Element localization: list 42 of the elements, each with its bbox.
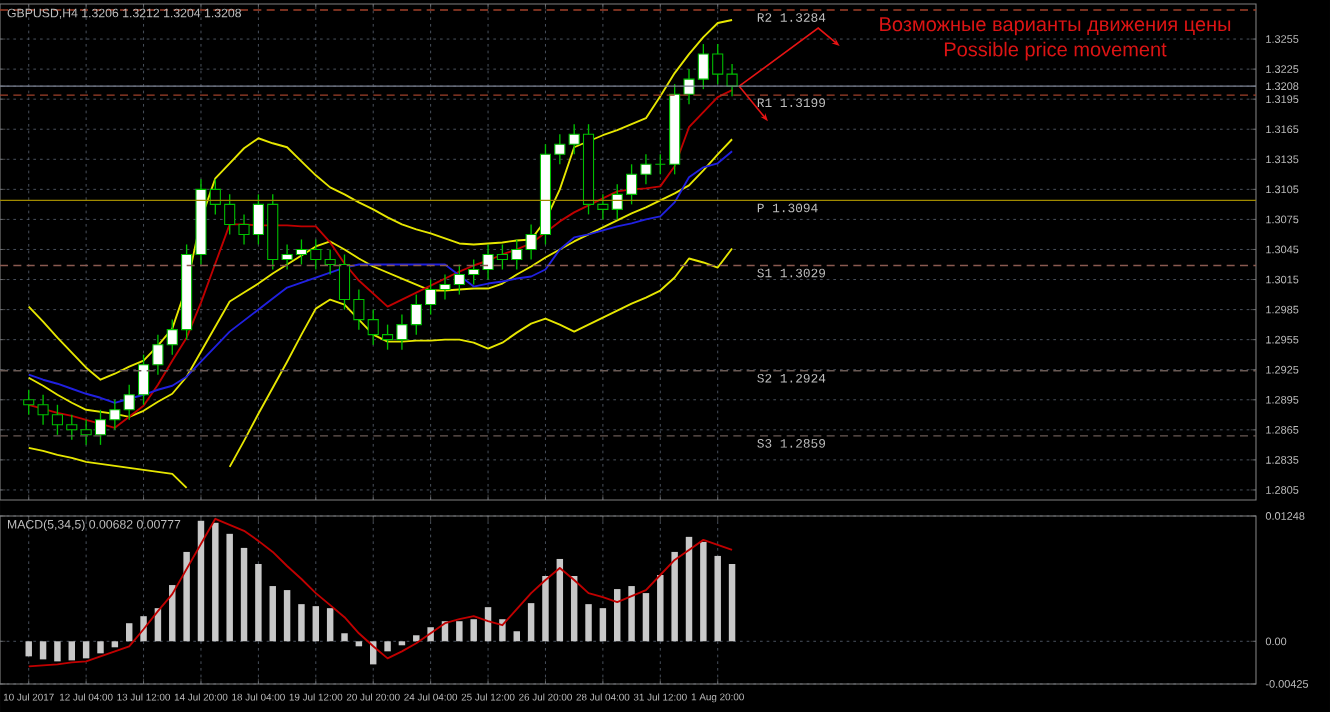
bar [82, 641, 90, 659]
bar [312, 606, 320, 642]
bar [456, 621, 463, 642]
bar [556, 558, 564, 642]
bar [269, 586, 276, 642]
bar [197, 520, 205, 642]
bar [111, 641, 119, 648]
bar [685, 536, 693, 642]
bar [513, 631, 520, 642]
bar [54, 641, 61, 662]
bar [326, 608, 334, 642]
bar [527, 603, 535, 642]
bar [68, 641, 76, 661]
bar [671, 551, 678, 642]
bar [240, 547, 248, 642]
bar [97, 641, 104, 654]
bar [25, 641, 32, 657]
bar [384, 641, 391, 652]
bar [728, 563, 736, 642]
bar [355, 641, 363, 647]
bar [499, 619, 506, 642]
bar [628, 586, 635, 642]
bar [585, 604, 592, 642]
bar [125, 623, 133, 642]
bar [341, 633, 348, 642]
bar [657, 575, 664, 642]
bar [413, 635, 420, 642]
bar [298, 604, 305, 642]
bar [642, 593, 650, 642]
bar [470, 619, 477, 642]
bar [542, 576, 549, 642]
annotation: Возможные варианты движения цены [880, 17, 1231, 36]
bar [39, 641, 47, 660]
bar [183, 551, 190, 642]
bar [255, 563, 262, 642]
bar [714, 555, 721, 642]
bar [212, 522, 219, 642]
bar [599, 608, 607, 642]
annotation: Possible price movement [944, 41, 1167, 61]
bar [283, 590, 291, 642]
bar [226, 533, 233, 642]
bar [700, 541, 707, 642]
